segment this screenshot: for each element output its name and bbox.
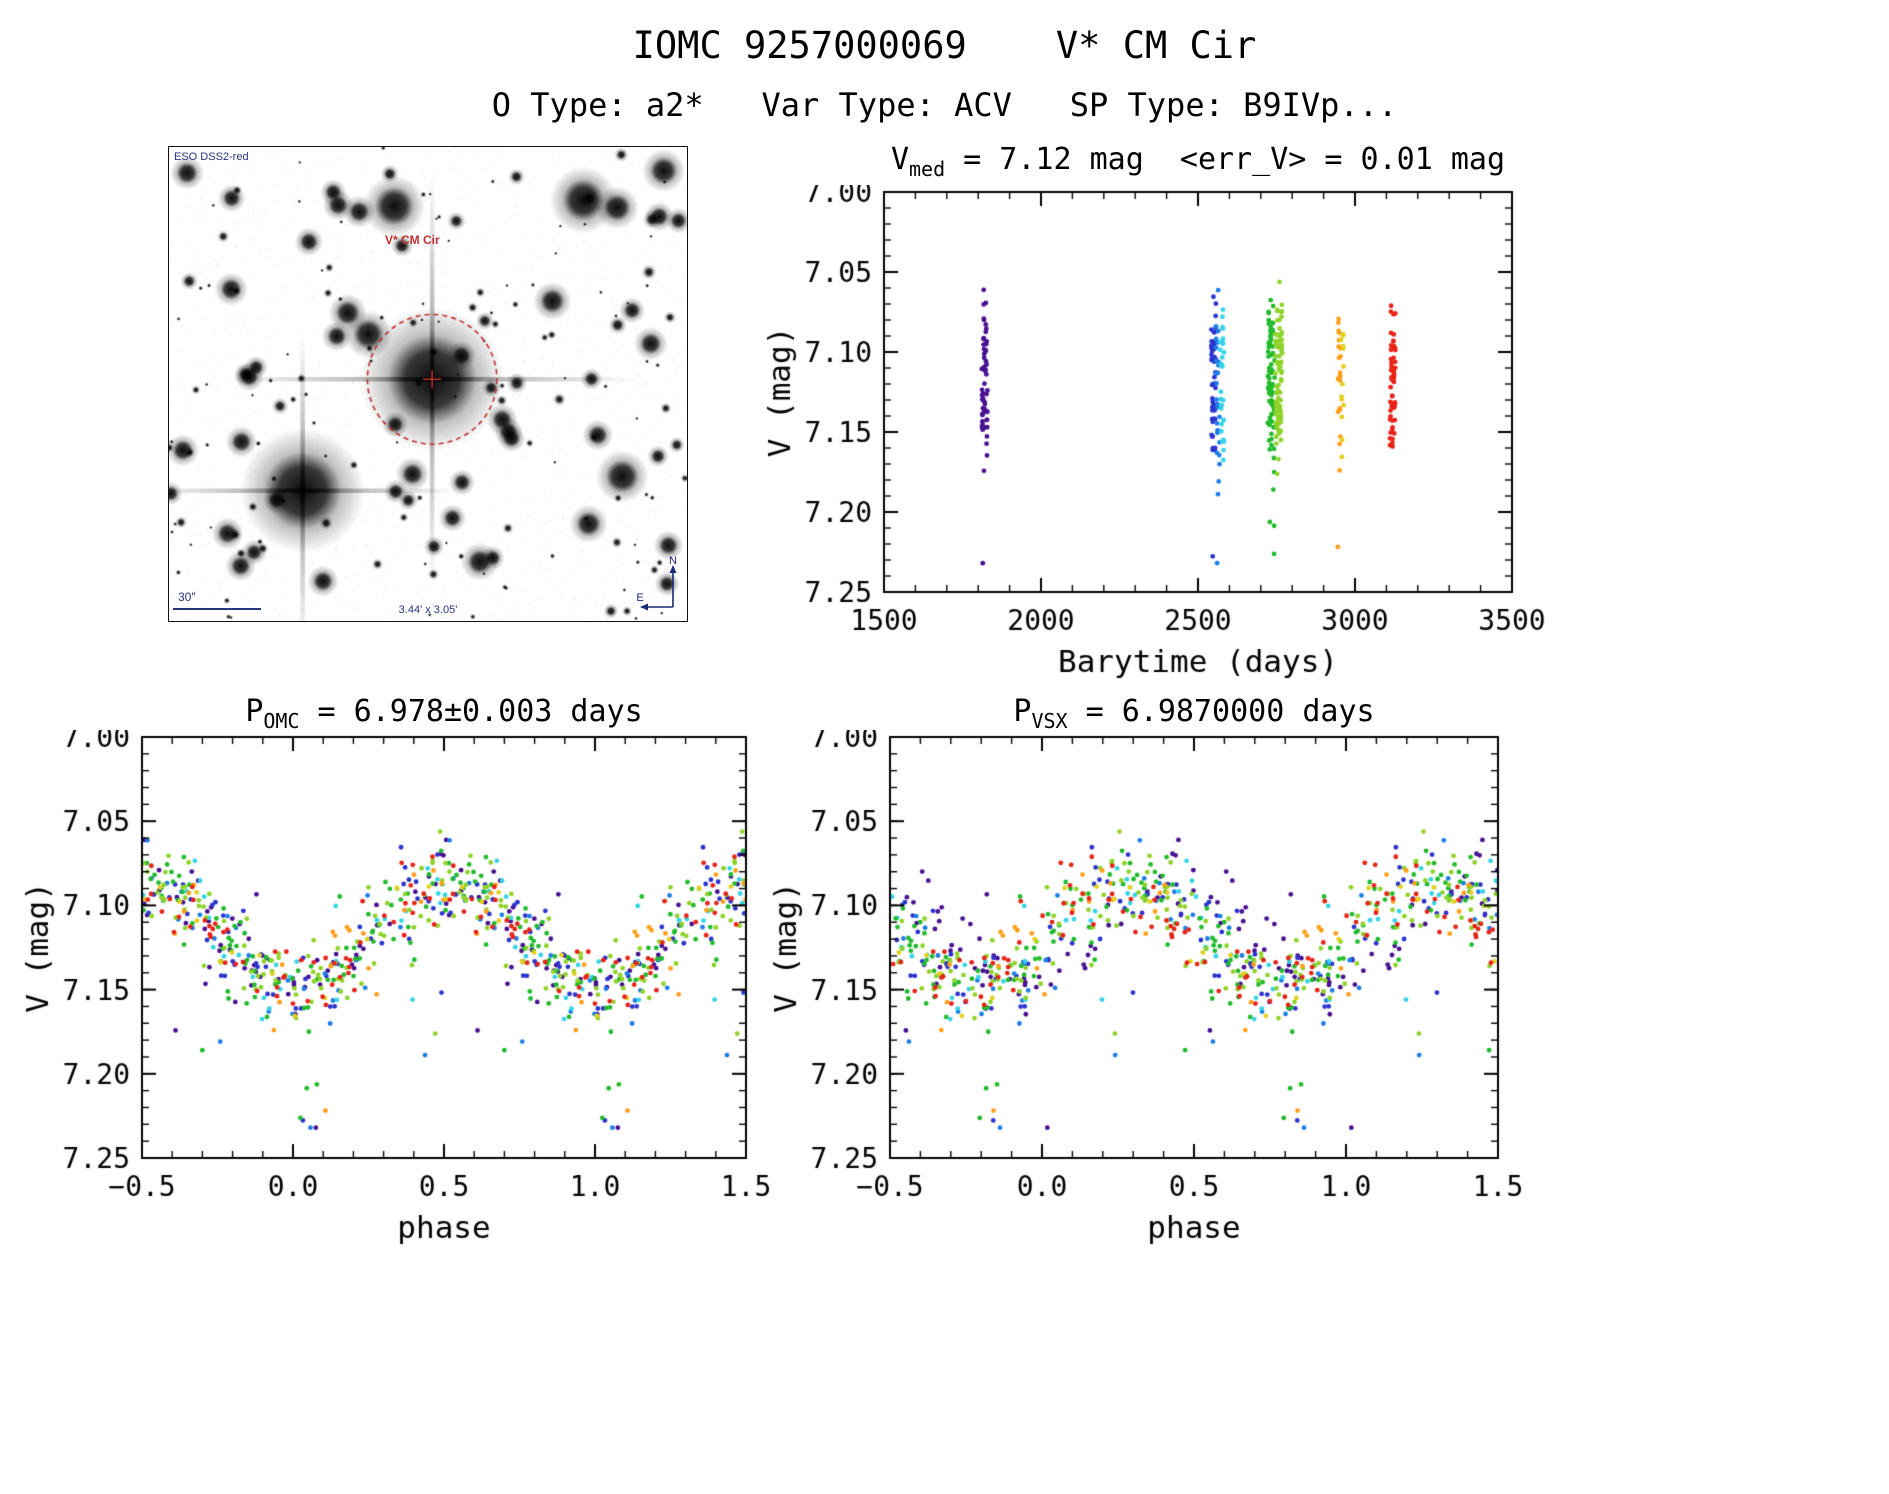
- vsx-phase-folded-plot: [768, 730, 1528, 1260]
- page-subtitle: O Type: a2* Var Type: ACV SP Type: B9IVp…: [491, 86, 1398, 124]
- title-sub: med: [909, 157, 946, 181]
- target-name-label: V* CM Cir: [385, 233, 440, 247]
- title-pre: P: [245, 694, 264, 729]
- compass-north-arrowhead: [669, 565, 677, 573]
- scale-label: 30": [178, 590, 196, 604]
- title-pre: V: [890, 142, 909, 177]
- title-sub: VSX: [1031, 709, 1068, 733]
- vsx-phase-plot-title: PVSX = 6.9870000 days: [814, 694, 1574, 733]
- survey-label: ESO DSS2-red: [174, 151, 249, 163]
- compass-north-label: N: [669, 555, 677, 567]
- title-post: = 6.978±0.003 days: [299, 694, 643, 729]
- compass-rose: N E: [636, 555, 677, 611]
- barytime-lightcurve-plot: [760, 185, 1560, 685]
- finder-chart-panel: ESO DSS2-red V* CM Cir 30" 3.44' x 3.05'…: [168, 146, 688, 622]
- page-title: IOMC 9257000069 V* CM Cir: [632, 24, 1257, 67]
- barytime-plot-title: Vmed = 7.12 mag <err_V> = 0.01 mag: [798, 142, 1598, 181]
- title-post: = 6.9870000 days: [1067, 694, 1375, 729]
- starfield-image: [169, 147, 687, 621]
- compass-east-arrowhead: [640, 603, 648, 611]
- scale-bar: [173, 608, 261, 610]
- compass-east-label: E: [636, 592, 643, 604]
- title-pre: P: [1013, 694, 1032, 729]
- title-sub: OMC: [263, 709, 300, 733]
- omc-phase-plot-title: POMC = 6.978±0.003 days: [64, 694, 824, 733]
- title-post: = 7.12 mag <err_V> = 0.01 mag: [945, 142, 1506, 177]
- omc-phase-folded-plot: [20, 730, 780, 1260]
- field-size-label: 3.44' x 3.05': [398, 604, 458, 616]
